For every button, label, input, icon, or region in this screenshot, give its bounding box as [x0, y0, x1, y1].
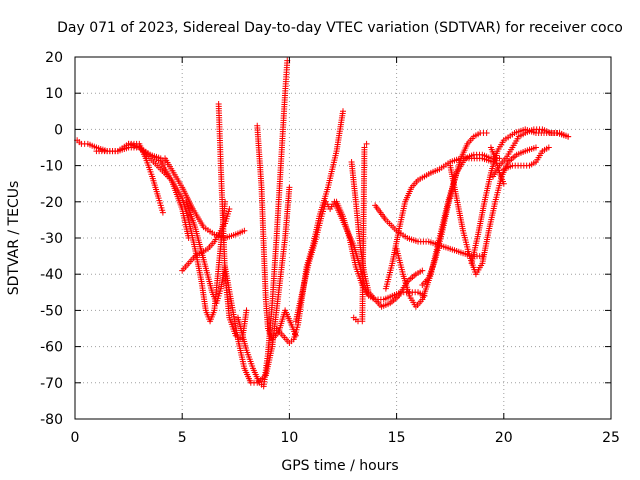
data-point [500, 180, 507, 187]
y-tick-label: 20 [45, 50, 63, 66]
series-arc-10 [254, 122, 299, 343]
data-point [286, 184, 293, 191]
series-arc-15 [350, 140, 370, 325]
y-tick-label: -50 [40, 303, 63, 319]
data-point [340, 108, 346, 115]
data-point [419, 267, 426, 274]
x-tick-label: 15 [388, 430, 406, 446]
y-axis-title: SDTVAR / TECUs [6, 181, 22, 296]
axis-ticks: 0 5 10 15 20 25 -80 -70 -60 -50 -40 -30 -20 -10 0 10 20 [40, 50, 620, 446]
data-point [241, 227, 248, 234]
data-point [483, 130, 490, 137]
y-tick-label: -40 [40, 267, 63, 283]
series-arc-24 [487, 144, 507, 187]
series-arc-9 [234, 57, 291, 390]
y-tick-label: -60 [40, 340, 63, 356]
y-tick-label: 0 [54, 122, 63, 138]
data-point [243, 307, 250, 314]
x-axis-title: GPS time / hours [281, 458, 398, 474]
data-point [363, 140, 370, 147]
series-arc-5 [162, 155, 248, 241]
data-point [532, 144, 539, 151]
data-point [159, 209, 166, 216]
x-tick-label: 25 [602, 430, 620, 446]
data-point [565, 133, 572, 140]
x-tick-label: 10 [280, 430, 298, 446]
x-tick-label: 20 [495, 430, 513, 446]
x-tick-label: 0 [71, 430, 80, 446]
chart-title: Day 071 of 2023, Sidereal Day-to-day VTE… [57, 20, 623, 36]
data-points [74, 57, 572, 390]
series-arc-3 [125, 140, 192, 241]
series-arc-21 [468, 126, 572, 267]
y-tick-label: -70 [40, 376, 63, 392]
y-tick-label: -80 [40, 412, 63, 428]
series-arc-2 [93, 140, 166, 216]
data-point [361, 144, 368, 151]
data-point [545, 144, 552, 151]
y-tick-label: -10 [40, 159, 63, 175]
x-tick-label: 5 [178, 430, 187, 446]
series-arc-6 [179, 206, 233, 274]
y-tick-label: 10 [45, 86, 63, 102]
y-tick-label: -30 [40, 231, 63, 247]
data-point [226, 206, 233, 213]
series-arc-23 [500, 144, 552, 173]
series-arc-17 [382, 155, 497, 292]
series-arc-19 [419, 130, 490, 289]
y-tick-label: -20 [40, 195, 63, 211]
